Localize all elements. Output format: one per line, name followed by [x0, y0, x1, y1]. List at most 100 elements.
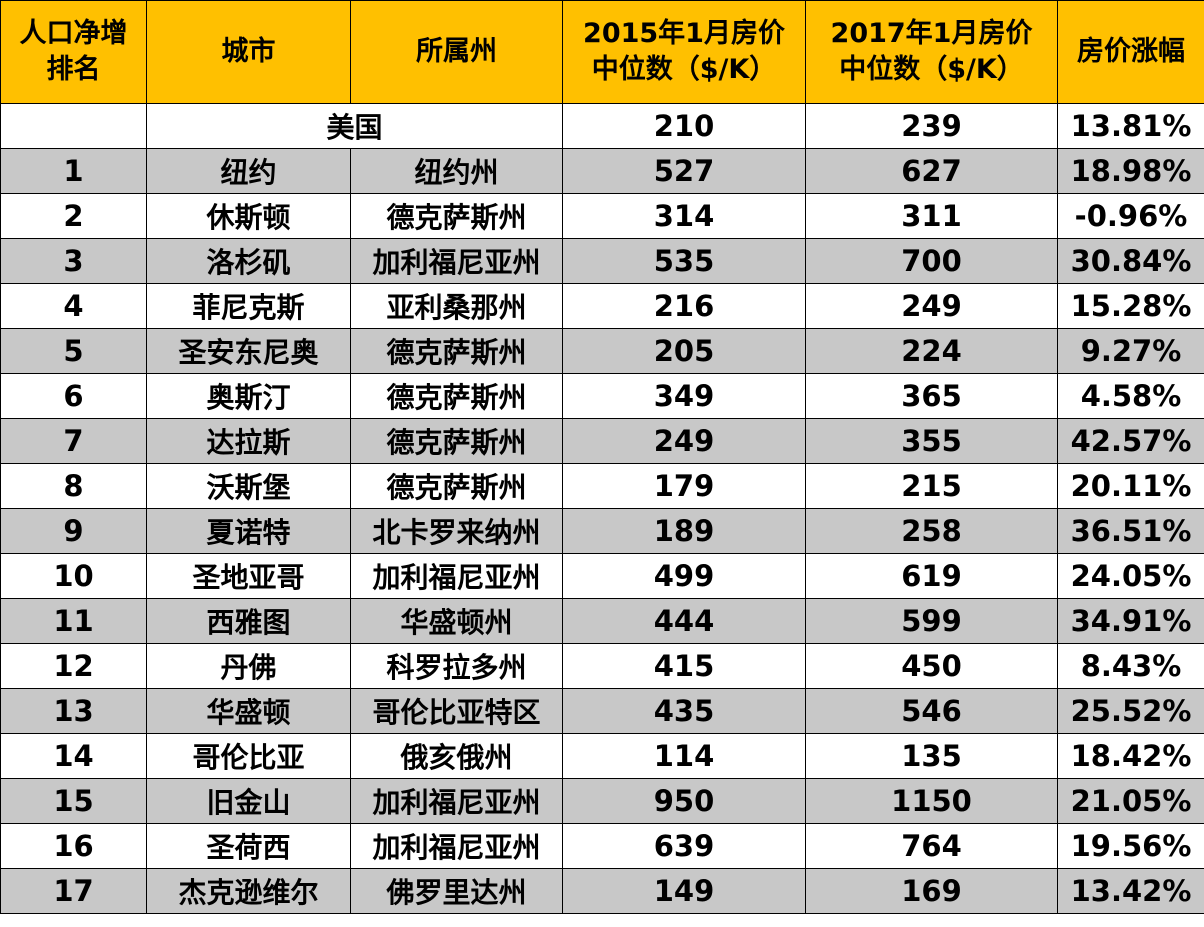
- rank-cell: 6: [0, 373, 147, 419]
- state-cell: 加利福尼亚州: [350, 238, 563, 284]
- city-cell: 哥伦比亚: [146, 733, 351, 779]
- state-cell: 德克萨斯州: [350, 418, 563, 464]
- change-cell: 8.43%: [1057, 643, 1204, 689]
- change-cell: 9.27%: [1057, 328, 1204, 374]
- rank-cell: 10: [0, 553, 147, 599]
- city-cell: 圣安东尼奥: [146, 328, 351, 374]
- national-price-2017: 239: [805, 103, 1058, 149]
- rank-cell: 8: [0, 463, 147, 509]
- table-row: 7 达拉斯 德克萨斯州 249 355 42.57%: [0, 418, 1204, 464]
- rank-cell: 7: [0, 418, 147, 464]
- change-cell: 18.42%: [1057, 733, 1204, 779]
- price-2015-cell: 149: [562, 868, 806, 914]
- change-cell: 34.91%: [1057, 598, 1204, 644]
- state-cell: 科罗拉多州: [350, 643, 563, 689]
- change-cell: 24.05%: [1057, 553, 1204, 599]
- change-cell: 21.05%: [1057, 778, 1204, 824]
- city-cell: 沃斯堡: [146, 463, 351, 509]
- header-state: 所属州: [350, 0, 563, 104]
- change-cell: 18.98%: [1057, 148, 1204, 194]
- change-cell: -0.96%: [1057, 193, 1204, 239]
- price-2015-cell: 189: [562, 508, 806, 554]
- table-row: 16 圣荷西 加利福尼亚州 639 764 19.56%: [0, 823, 1204, 869]
- price-2015-cell: 314: [562, 193, 806, 239]
- price-2017-cell: 215: [805, 463, 1058, 509]
- state-cell: 哥伦比亚特区: [350, 688, 563, 734]
- national-row: 美国 210 239 13.81%: [0, 103, 1204, 149]
- rank-cell: 11: [0, 598, 147, 644]
- national-label: 美国: [146, 103, 563, 149]
- city-cell: 丹佛: [146, 643, 351, 689]
- state-cell: 华盛顿州: [350, 598, 563, 644]
- price-2017-cell: 599: [805, 598, 1058, 644]
- state-cell: 佛罗里达州: [350, 868, 563, 914]
- national-price-2015: 210: [562, 103, 806, 149]
- price-2017-cell: 450: [805, 643, 1058, 689]
- price-2017-cell: 619: [805, 553, 1058, 599]
- price-2015-cell: 435: [562, 688, 806, 734]
- rank-cell: 14: [0, 733, 147, 779]
- city-cell: 西雅图: [146, 598, 351, 644]
- table-row: 5 圣安东尼奥 德克萨斯州 205 224 9.27%: [0, 328, 1204, 374]
- city-cell: 纽约: [146, 148, 351, 194]
- table-row: 14 哥伦比亚 俄亥俄州 114 135 18.42%: [0, 733, 1204, 779]
- table-row: 9 夏诺特 北卡罗来纳州 189 258 36.51%: [0, 508, 1204, 554]
- price-2015-cell: 216: [562, 283, 806, 329]
- change-cell: 15.28%: [1057, 283, 1204, 329]
- price-2015-cell: 535: [562, 238, 806, 284]
- rank-cell: 5: [0, 328, 147, 374]
- rank-cell: 17: [0, 868, 147, 914]
- city-cell: 杰克逊维尔: [146, 868, 351, 914]
- city-cell: 菲尼克斯: [146, 283, 351, 329]
- table-row: 10 圣地亚哥 加利福尼亚州 499 619 24.05%: [0, 553, 1204, 599]
- table-row: 12 丹佛 科罗拉多州 415 450 8.43%: [0, 643, 1204, 689]
- city-cell: 圣荷西: [146, 823, 351, 869]
- header-price-2017: 2017年1月房价 中位数（$/K）: [805, 0, 1058, 104]
- city-cell: 达拉斯: [146, 418, 351, 464]
- national-change: 13.81%: [1057, 103, 1204, 149]
- table-row: 4 菲尼克斯 亚利桑那州 216 249 15.28%: [0, 283, 1204, 329]
- header-city: 城市: [146, 0, 351, 104]
- price-2017-cell: 546: [805, 688, 1058, 734]
- price-2017-cell: 135: [805, 733, 1058, 779]
- price-2017-cell: 365: [805, 373, 1058, 419]
- change-cell: 25.52%: [1057, 688, 1204, 734]
- table-row: 17 杰克逊维尔 佛罗里达州 149 169 13.42%: [0, 868, 1204, 914]
- table-row: 2 休斯顿 德克萨斯州 314 311 -0.96%: [0, 193, 1204, 239]
- price-2015-cell: 114: [562, 733, 806, 779]
- state-cell: 德克萨斯州: [350, 193, 563, 239]
- header-row: 人口净增 排名 城市 所属州 2015年1月房价 中位数（$/K） 2017年1…: [0, 0, 1204, 104]
- price-2015-cell: 179: [562, 463, 806, 509]
- rank-cell: 3: [0, 238, 147, 284]
- city-cell: 休斯顿: [146, 193, 351, 239]
- city-cell: 圣地亚哥: [146, 553, 351, 599]
- state-cell: 亚利桑那州: [350, 283, 563, 329]
- price-2015-cell: 950: [562, 778, 806, 824]
- rank-cell: 2: [0, 193, 147, 239]
- state-cell: 加利福尼亚州: [350, 553, 563, 599]
- state-cell: 德克萨斯州: [350, 463, 563, 509]
- price-2017-cell: 1150: [805, 778, 1058, 824]
- city-cell: 旧金山: [146, 778, 351, 824]
- price-2017-cell: 700: [805, 238, 1058, 284]
- national-rank-cell: [0, 103, 147, 149]
- header-price-2015: 2015年1月房价 中位数（$/K）: [562, 0, 806, 104]
- rank-cell: 15: [0, 778, 147, 824]
- price-2015-cell: 527: [562, 148, 806, 194]
- city-cell: 夏诺特: [146, 508, 351, 554]
- price-2017-cell: 169: [805, 868, 1058, 914]
- state-cell: 俄亥俄州: [350, 733, 563, 779]
- price-2017-cell: 764: [805, 823, 1058, 869]
- change-cell: 13.42%: [1057, 868, 1204, 914]
- rank-cell: 9: [0, 508, 147, 554]
- table-row: 13 华盛顿 哥伦比亚特区 435 546 25.52%: [0, 688, 1204, 734]
- rank-cell: 4: [0, 283, 147, 329]
- price-2015-cell: 249: [562, 418, 806, 464]
- table-body: 美国 210 239 13.81% 1 纽约 纽约州 527 627 18.98% 2 休斯顿…: [0, 103, 1204, 914]
- change-cell: 36.51%: [1057, 508, 1204, 554]
- state-cell: 纽约州: [350, 148, 563, 194]
- city-cell: 华盛顿: [146, 688, 351, 734]
- state-cell: 北卡罗来纳州: [350, 508, 563, 554]
- table-row: 1 纽约 纽约州 527 627 18.98%: [0, 148, 1204, 194]
